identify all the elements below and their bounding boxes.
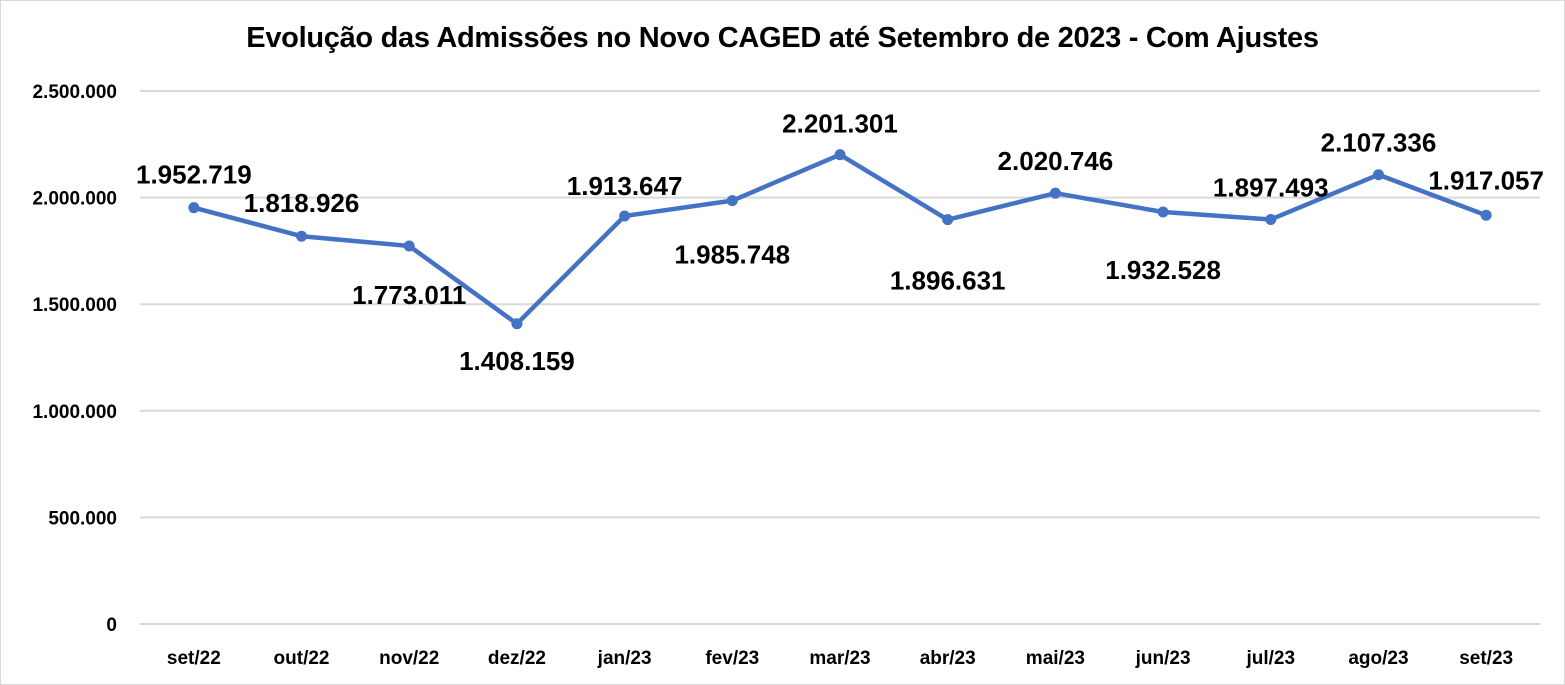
- data-point-marker: [1049, 187, 1061, 199]
- data-label: 1.818.926: [244, 188, 360, 218]
- y-tick-label: 500.000: [48, 508, 117, 529]
- x-axis: set/22 out/22 nov/22 dez/22 jan/23 fev/23 mar/…: [167, 648, 1513, 669]
- data-label: 1.985.748: [674, 240, 790, 270]
- x-tick-label: jun/23: [1135, 648, 1191, 669]
- x-tick-label: jul/23: [1245, 648, 1295, 669]
- y-axis: 0 500.000 1.000.000 1.500.000 2.000.000 2.500…: [32, 82, 117, 636]
- data-point-marker: [619, 210, 631, 222]
- data-point-marker: [942, 214, 954, 226]
- data-label: 1.773.011: [352, 280, 466, 310]
- data-label: 1.917.057: [1428, 165, 1544, 195]
- x-tick-label: dez/22: [488, 648, 546, 669]
- x-tick-label: mai/23: [1026, 648, 1085, 669]
- x-tick-label: jan/23: [597, 648, 652, 669]
- data-label: 1.913.647: [567, 171, 683, 201]
- data-label: 2.107.336: [1321, 128, 1437, 158]
- x-tick-label: abr/23: [920, 648, 976, 669]
- x-tick-label: ago/23: [1348, 648, 1408, 669]
- gridlines: [140, 90, 1540, 625]
- series-admissoes: [188, 149, 1492, 330]
- data-label: 2.201.301: [782, 109, 898, 139]
- data-point-marker: [188, 202, 200, 214]
- x-tick-label: set/23: [1459, 648, 1513, 669]
- data-point-marker: [1265, 213, 1277, 225]
- y-tick-label: 0: [106, 615, 117, 636]
- data-point-marker: [296, 230, 308, 242]
- x-tick-label: fev/23: [705, 648, 759, 669]
- y-tick-label: 2.500.000: [32, 82, 117, 103]
- data-label: 1.932.528: [1105, 255, 1221, 285]
- data-point-marker: [403, 240, 415, 252]
- data-point-marker: [1480, 209, 1492, 221]
- data-point-marker: [1157, 206, 1169, 218]
- data-point-marker: [726, 195, 738, 207]
- data-label: 1.896.631: [890, 266, 1006, 296]
- data-point-marker: [834, 149, 846, 161]
- y-tick-label: 1.000.000: [32, 402, 117, 423]
- chart-title: Evolução das Admissões no Novo CAGED até…: [246, 22, 1319, 54]
- y-tick-label: 2.000.000: [32, 189, 117, 210]
- data-label: 2.020.746: [998, 146, 1114, 176]
- data-label: 1.408.159: [459, 346, 575, 376]
- x-tick-label: out/22: [274, 648, 330, 669]
- x-tick-label: nov/22: [379, 648, 439, 669]
- data-point-marker: [1372, 169, 1384, 181]
- data-label: 1.897.493: [1213, 172, 1329, 202]
- data-point-marker: [511, 318, 523, 330]
- x-tick-label: mar/23: [809, 648, 870, 669]
- x-tick-label: set/22: [167, 648, 221, 669]
- y-tick-label: 1.500.000: [32, 295, 117, 316]
- data-label: 1.952.719: [136, 160, 252, 190]
